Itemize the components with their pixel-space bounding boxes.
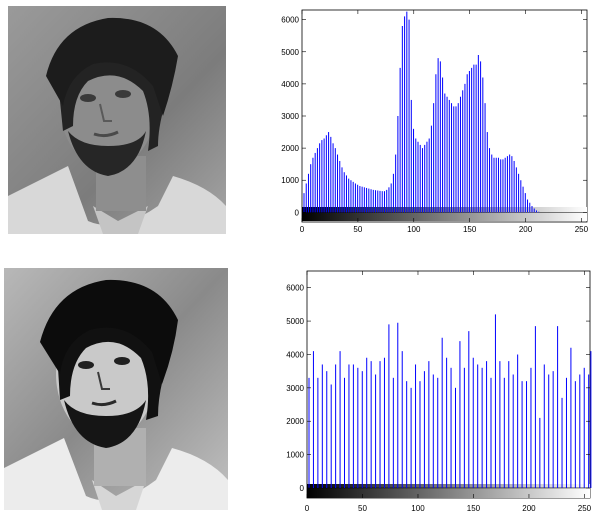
y-tick-label: 6000 xyxy=(286,284,304,293)
x-tick-label: 50 xyxy=(353,225,362,234)
y-tick-label: 3000 xyxy=(286,384,304,393)
x-tick-label: 200 xyxy=(519,225,533,234)
x-tick-label: 0 xyxy=(300,225,305,234)
y-tick-label: 2000 xyxy=(281,144,299,153)
x-tick-label: 100 xyxy=(411,504,425,513)
x-tick-label: 250 xyxy=(575,225,589,234)
y-tick-label: 4000 xyxy=(286,350,304,359)
y-tick-label: 1000 xyxy=(281,176,299,185)
x-tick-label: 100 xyxy=(407,225,421,234)
y-tick-label: 0 xyxy=(300,484,305,493)
face-image-equalized xyxy=(4,268,228,510)
y-tick-label: 0 xyxy=(295,208,300,217)
histogram-original-plot: 0 1000 2000 3000 4000 5000 6000 0 50 100 150 200 250 xyxy=(281,9,589,234)
original-face-photo xyxy=(8,6,226,234)
x-tick-label: 200 xyxy=(522,504,536,513)
x-tick-label: 150 xyxy=(463,225,477,234)
y-tick-label: 2000 xyxy=(286,417,304,426)
x-tick-label: 250 xyxy=(578,504,592,513)
grayscale-colorbar xyxy=(302,207,587,221)
equalized-face-photo xyxy=(4,268,228,510)
plot-frame xyxy=(306,270,591,499)
grayscale-colorbar xyxy=(307,484,590,498)
y-tick-label: 4000 xyxy=(281,80,299,89)
face-image-original xyxy=(8,6,226,234)
y-tick-label: 5000 xyxy=(286,317,304,326)
x-tick-label: 0 xyxy=(305,504,310,513)
y-tick-label: 6000 xyxy=(281,16,299,25)
histogram-equalized-plot: 0 1000 2000 3000 4000 5000 6000 0 50 100 150 200 250 xyxy=(286,270,592,513)
x-tick-label: 150 xyxy=(467,504,481,513)
y-tick-label: 5000 xyxy=(281,48,299,57)
plot-frame xyxy=(301,9,588,223)
x-tick-label: 50 xyxy=(358,504,367,513)
y-tick-label: 3000 xyxy=(281,112,299,121)
y-tick-label: 1000 xyxy=(286,451,304,460)
